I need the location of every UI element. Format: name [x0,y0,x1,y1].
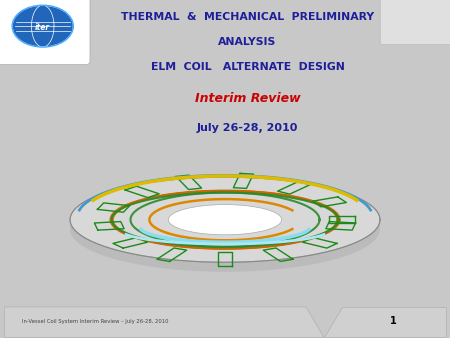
Polygon shape [324,307,446,337]
FancyBboxPatch shape [380,0,450,45]
Polygon shape [4,307,324,337]
Text: ANALYSIS: ANALYSIS [218,37,277,47]
Text: 1: 1 [391,316,397,326]
Text: July 26-28, 2010: July 26-28, 2010 [197,123,298,133]
Ellipse shape [168,204,282,235]
Ellipse shape [70,187,380,272]
Text: iter: iter [35,23,50,31]
FancyBboxPatch shape [0,0,90,65]
Text: Interim Review: Interim Review [195,92,300,105]
Ellipse shape [70,177,380,262]
Text: ELM  COIL   ALTERNATE  DESIGN: ELM COIL ALTERNATE DESIGN [151,62,344,72]
Circle shape [12,5,73,47]
Text: THERMAL  &  MECHANICAL  PRELIMINARY: THERMAL & MECHANICAL PRELIMINARY [121,12,374,22]
Text: In-Vessel Coil System Interim Review – July 26-28, 2010: In-Vessel Coil System Interim Review – J… [22,319,169,323]
